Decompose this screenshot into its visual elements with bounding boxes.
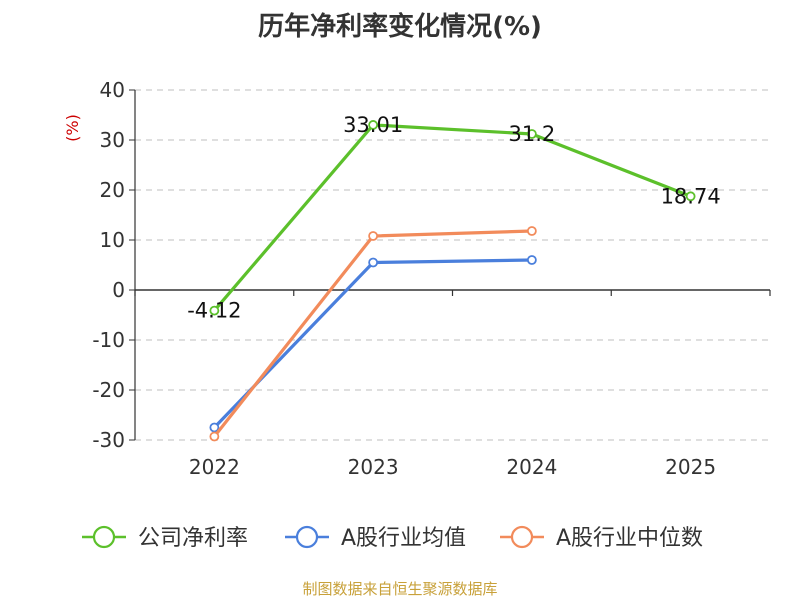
legend-label: A股行业均值 xyxy=(341,526,466,551)
data-point xyxy=(368,120,379,130)
series-line-1 xyxy=(213,258,532,429)
data-point xyxy=(209,431,220,442)
y-tick-label: -10 xyxy=(92,328,125,352)
data-label: -4.12 xyxy=(187,299,241,323)
y-tick-label: -30 xyxy=(92,428,125,452)
x-tick-label: 2023 xyxy=(348,455,399,479)
legend[interactable]: 公司净利率 A股行业均值 A股行业中位数 xyxy=(82,525,703,551)
data-label: 33.01 xyxy=(343,113,403,137)
y-tick-label: 40 xyxy=(100,78,125,102)
data-point xyxy=(526,255,537,265)
data-point xyxy=(685,191,696,202)
grid-lines xyxy=(135,89,770,441)
data-point xyxy=(368,257,379,268)
data-point xyxy=(368,231,379,241)
legend-item-2[interactable]: A股行业中位数 xyxy=(500,525,703,551)
series-line-0 xyxy=(213,123,692,312)
y-tick-label: -20 xyxy=(92,378,125,402)
legend-label: 公司净利率 xyxy=(138,526,248,551)
legend-label: A股行业中位数 xyxy=(556,526,703,551)
x-tick-label: 2025 xyxy=(665,455,716,479)
x-tick-label: 2024 xyxy=(506,455,557,479)
data-point xyxy=(526,129,537,139)
legend-marker xyxy=(510,525,534,549)
y-axis-label: (%) xyxy=(63,114,82,142)
legend-marker xyxy=(92,525,116,549)
y-tick-label: 10 xyxy=(100,228,125,252)
x-tick-label: 2022 xyxy=(189,455,240,479)
legend-marker xyxy=(295,525,319,549)
data-point xyxy=(526,226,537,236)
axes: 40 30 20 10 0 -10 -20 -30 2022 2023 2024 2025 xyxy=(92,78,771,479)
legend-item-1[interactable]: A股行业均值 xyxy=(285,525,466,551)
data-source-note: 制图数据来自恒生聚源数据库 xyxy=(302,580,498,598)
data-point xyxy=(209,422,220,433)
series-lines xyxy=(209,120,696,442)
data-label: 18.74 xyxy=(661,184,721,208)
y-tick-label: 20 xyxy=(100,178,125,202)
data-label: 31.2 xyxy=(508,122,555,146)
y-tick-label: 0 xyxy=(112,278,125,302)
y-tick-label: 30 xyxy=(100,128,125,152)
data-labels: -4.12 33.01 31.2 18.74 xyxy=(187,113,720,323)
chart-title: 历年净利率变化情况(%) xyxy=(258,12,542,42)
legend-item-0[interactable]: 公司净利率 xyxy=(82,525,248,551)
data-point xyxy=(209,305,220,316)
